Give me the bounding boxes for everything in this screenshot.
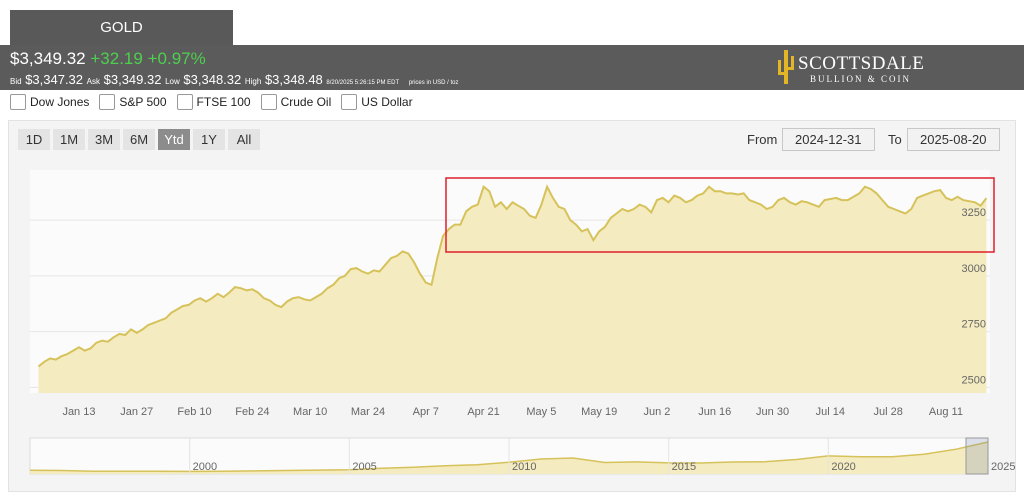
x-tick-label: Feb 24 — [235, 406, 269, 418]
high: $3,348.48 — [264, 72, 323, 87]
from-input[interactable]: 2024-12-31 — [782, 128, 875, 151]
area-fill — [38, 186, 987, 393]
logo-name: Scottsdale — [798, 53, 925, 74]
x-tick-label: Feb 10 — [177, 406, 211, 418]
x-tick-label: Jan 27 — [120, 406, 153, 418]
navigator-tick-label: 2025 — [991, 461, 1015, 473]
bid: $3,347.32 — [25, 72, 84, 87]
x-tick-label: Mar 24 — [351, 406, 385, 418]
navigator-tick-label: 2010 — [512, 461, 536, 473]
compare-option[interactable]: Crude Oil — [260, 92, 332, 112]
quote-details: Bid $3,347.32 Ask $3,349.32 Low $3,348.3… — [10, 72, 458, 87]
compare-option[interactable]: Dow Jones — [10, 92, 89, 112]
x-tick-label: Jul 28 — [873, 406, 902, 418]
compare-option[interactable]: S&P 500 — [99, 92, 167, 112]
x-tick-label: Jun 16 — [698, 406, 731, 418]
x-tick-label: May 5 — [526, 406, 556, 418]
price: $3,349.32 — [10, 49, 86, 68]
change-pct: +0.97% — [147, 49, 206, 68]
compare-label: Dow Jones — [30, 95, 90, 109]
checkbox[interactable] — [260, 94, 277, 110]
navigator-tick-label: 2015 — [672, 461, 696, 473]
from-label: From — [747, 132, 778, 147]
x-tick-label: Jun 2 — [643, 406, 670, 418]
label: High — [244, 77, 262, 86]
navigator-area — [30, 442, 988, 474]
x-tick-label: Aug 11 — [929, 406, 963, 418]
logo-sub: Bullion & Coin — [810, 74, 911, 84]
compare-label: Crude Oil — [280, 95, 332, 109]
checkbox[interactable] — [10, 94, 26, 110]
navigator-selection[interactable] — [965, 437, 989, 475]
label: Ask — [86, 77, 100, 86]
timestamp: 8/20/2025 5:26:15 PM EDT — [326, 80, 400, 86]
compare-options: Dow Jones S&P 500 FTSE 100 Crude Oil US Doll… — [10, 92, 413, 112]
checkbox[interactable] — [341, 94, 358, 110]
change: +32.19 — [90, 49, 143, 68]
logo-icon — [778, 50, 794, 84]
highlight-box — [445, 177, 995, 253]
range-button[interactable]: 1Y — [193, 129, 225, 150]
checkbox[interactable] — [99, 94, 116, 110]
x-tick-label: Mar 10 — [293, 406, 327, 418]
x-tick-label: Apr 7 — [413, 406, 439, 418]
x-tick-label: May 19 — [581, 406, 617, 418]
y-tick-label: 2500 — [962, 374, 986, 386]
to-label: To — [888, 132, 902, 147]
x-tick-label: Jul 14 — [816, 406, 845, 418]
label: Bid — [10, 77, 22, 86]
range-button[interactable]: 1M — [53, 129, 85, 150]
range-button[interactable]: All — [228, 129, 260, 150]
compare-option[interactable]: US Dollar — [341, 92, 413, 112]
compare-label: S&P 500 — [119, 95, 167, 109]
units: prices in USD / toz — [408, 80, 459, 86]
ask: $3,349.32 — [103, 72, 162, 87]
x-tick-label: Jun 30 — [756, 406, 789, 418]
checkbox[interactable] — [176, 94, 193, 110]
label: Low — [165, 77, 180, 86]
quote: $3,349.32 +32.19 +0.97% — [10, 49, 206, 69]
y-tick-label: 2750 — [962, 319, 986, 331]
low: $3,348.32 — [183, 72, 242, 87]
navigator-tick-label: 2020 — [831, 461, 855, 473]
x-tick-label: Jan 13 — [62, 406, 95, 418]
quote-bar: $3,349.32 +32.19 +0.97% Bid $3,347.32 As… — [0, 45, 1024, 90]
price-line — [37, 184, 988, 368]
compare-label: FTSE 100 — [196, 95, 251, 109]
range-button[interactable]: Ytd — [158, 129, 190, 150]
to-input[interactable]: 2025-08-20 — [907, 128, 1000, 151]
range-button[interactable]: 6M — [123, 129, 155, 150]
y-tick-label: 3250 — [962, 207, 986, 219]
navigator-tick-label: 2005 — [352, 461, 376, 473]
navigator-tick-label: 2000 — [193, 461, 217, 473]
tab-title[interactable]: GOLD — [10, 10, 233, 46]
range-button[interactable]: 3M — [88, 129, 120, 150]
compare-option[interactable]: FTSE 100 — [176, 92, 251, 112]
compare-label: US Dollar — [361, 95, 413, 109]
range-button[interactable]: 1D — [18, 129, 50, 150]
y-tick-label: 3000 — [962, 263, 986, 275]
x-tick-label: Apr 21 — [467, 406, 499, 418]
range-buttons: 1D 1M 3M 6M Ytd 1Y All — [18, 129, 260, 150]
